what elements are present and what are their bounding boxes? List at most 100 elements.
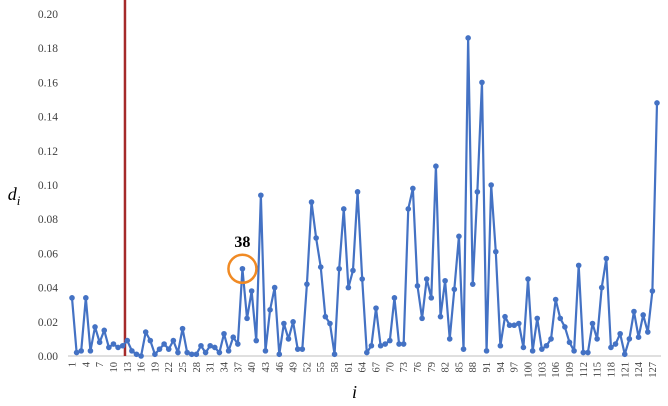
data-point [516, 320, 522, 327]
x-tick-label: 124 [634, 361, 645, 378]
x-tick-label: 100 [524, 362, 535, 378]
x-tick-label: 28 [192, 362, 203, 373]
x-tick-label: 121 [620, 362, 631, 378]
data-point [529, 348, 536, 354]
data-point [520, 344, 527, 351]
x-tick-label: 34 [220, 361, 231, 372]
data-point [594, 336, 600, 342]
data-point [649, 288, 656, 294]
data-point [391, 295, 398, 301]
y-tick-label: 0.08 [38, 214, 58, 226]
y-tick-label: 0.12 [38, 146, 58, 158]
x-tick-label: 88 [468, 362, 479, 373]
y-tick-label: 0.02 [38, 317, 58, 329]
data-point [133, 351, 140, 358]
data-point [414, 283, 421, 289]
x-tick-label: 67 [372, 362, 383, 373]
data-point [566, 339, 573, 346]
y-axis-ticks: 0.00 0.02 0.04 0.06 0.08 0.10 0.12 0.14 0.16 0.18… [38, 9, 58, 363]
data-point [442, 277, 448, 284]
data-point [350, 267, 356, 274]
data-point [603, 255, 610, 262]
x-tick-label: 31 [206, 362, 217, 373]
y-axis-title-base: d [8, 184, 18, 204]
x-tick-label: 109 [565, 362, 576, 378]
data-point [317, 264, 324, 270]
data-point [83, 295, 89, 301]
y-axis-title-sub: i [17, 193, 21, 208]
data-point [304, 281, 310, 287]
x-tick-label: 106 [551, 362, 562, 378]
data-point [175, 349, 181, 356]
x-tick-label: 55 [316, 362, 327, 373]
data-point [69, 295, 75, 301]
data-point [446, 336, 453, 342]
data-point [129, 348, 135, 354]
data-point [483, 348, 490, 354]
data-point [377, 342, 384, 349]
data-point [73, 349, 80, 356]
data-point [400, 341, 407, 347]
data-point [147, 337, 154, 344]
data-point [340, 206, 347, 212]
data-point [405, 206, 412, 212]
data-point [239, 265, 246, 272]
data-point [198, 342, 204, 349]
x-tick-label: 61 [344, 362, 355, 373]
y-tick-label: 0.20 [38, 9, 58, 21]
data-point [419, 315, 425, 322]
x-tick-label: 52 [302, 362, 313, 373]
data-point [368, 342, 375, 349]
annotation-label: 38 [234, 234, 250, 251]
data-point [248, 288, 255, 294]
data-point [327, 320, 333, 327]
data-point [110, 341, 117, 347]
data-point [294, 346, 301, 352]
data-point [387, 337, 393, 344]
data-point [119, 342, 126, 349]
data-point [78, 348, 85, 354]
data-point [267, 307, 273, 313]
data-point [202, 349, 209, 356]
data-point [124, 337, 131, 344]
data-point [258, 192, 264, 199]
data-point [271, 284, 278, 291]
data-point [354, 189, 361, 195]
data-point [460, 346, 467, 352]
x-tick-label: 115 [593, 362, 604, 377]
data-point [285, 336, 292, 342]
x-axis-title: i [352, 382, 357, 402]
data-point [96, 339, 103, 346]
data-point [225, 348, 232, 354]
data-point [299, 346, 306, 352]
data-point [654, 100, 660, 106]
x-tick-label: 16 [137, 362, 148, 373]
data-point [165, 346, 172, 352]
x-tick-label: 19 [150, 362, 161, 373]
data-point [552, 296, 559, 303]
y-tick-label: 0.06 [38, 248, 58, 260]
y-tick-label: 0.10 [38, 180, 58, 192]
x-tick-label: 112 [579, 362, 590, 377]
data-point [322, 313, 329, 320]
data-point [345, 284, 352, 291]
data-point [548, 336, 554, 342]
data-point [631, 308, 637, 315]
x-tick-label: 118 [606, 362, 617, 377]
data-point [410, 185, 416, 192]
data-point [253, 337, 260, 344]
x-tick-label: 46 [275, 362, 286, 373]
series-layer [69, 35, 660, 359]
x-tick-label: 37 [233, 362, 244, 373]
data-point [101, 327, 108, 334]
data-point [433, 163, 439, 169]
x-tick-label: 103 [537, 362, 548, 378]
data-point [216, 349, 223, 356]
data-point [585, 349, 591, 356]
data-point [534, 315, 541, 322]
x-tick-label: 70 [385, 362, 396, 373]
data-point [428, 295, 435, 301]
data-point [640, 312, 646, 318]
y-axis-title: di [8, 184, 21, 208]
